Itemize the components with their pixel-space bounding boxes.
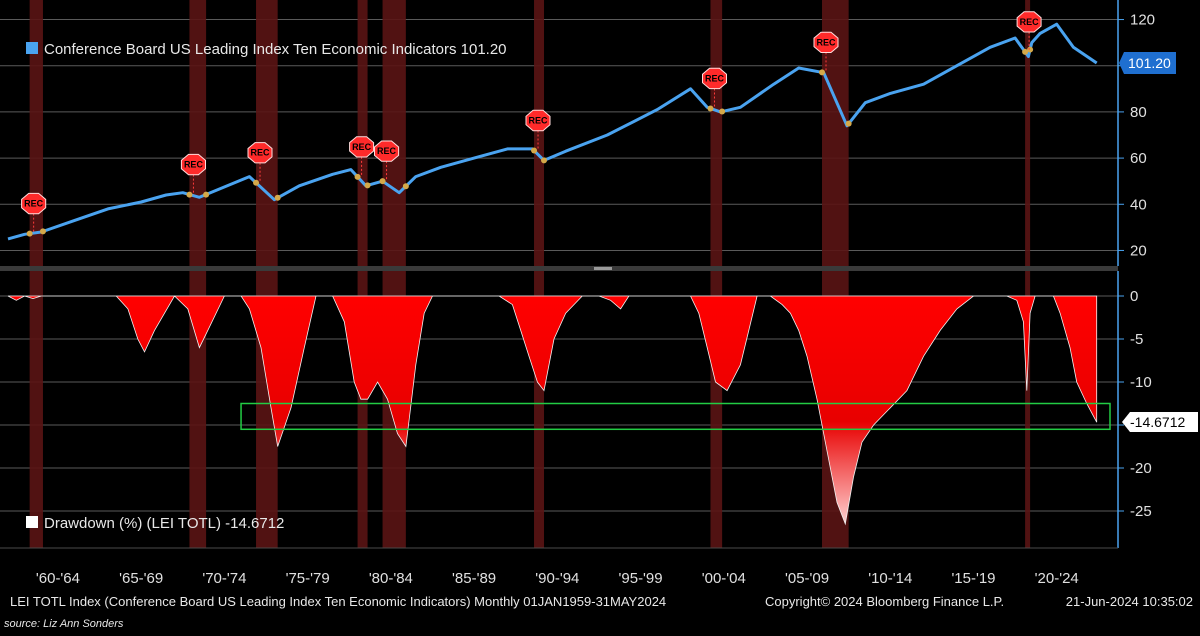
lei-point (1027, 46, 1034, 53)
lei-point (203, 191, 210, 198)
top-y-tick-label: 60 (1130, 150, 1147, 167)
recession-band (534, 0, 545, 266)
rec-marker (374, 140, 400, 162)
recession-band (29, 271, 43, 548)
highlight-box (240, 402, 1111, 431)
lei-last-value: 101.20 (1128, 55, 1171, 71)
recession-band (534, 271, 545, 548)
recession-band (256, 0, 278, 266)
rec-marker (180, 153, 206, 176)
lei-legend-label: Conference Board US Leading Index Ten Ec… (44, 41, 507, 58)
top-y-tick-label: 120 (1130, 12, 1155, 29)
x-tick-label: '00-'04 (702, 570, 746, 587)
x-axis-strip (0, 548, 1118, 590)
recession-band (710, 0, 723, 266)
lei-point (26, 230, 33, 237)
top-y-tick-label: 40 (1130, 196, 1147, 213)
x-tick-label: '60-'64 (36, 570, 80, 587)
bottom-y-tick-label: 0 (1130, 288, 1138, 305)
recession-band (29, 0, 43, 266)
lei-point (186, 191, 193, 198)
drawdown-last-value-badge: -14.6712 (1122, 412, 1198, 432)
rec-marker (247, 142, 273, 164)
drawdown-last-value: -14.6712 (1130, 414, 1185, 430)
x-tick-label: '05-'09 (785, 570, 829, 587)
rec-marker-label: REC (1020, 17, 1040, 27)
rec-marker (702, 67, 727, 90)
rec-marker-label: REC (529, 116, 549, 126)
x-axis-labels: '60-'64 '65-'69 '70-'74 '75-'79 '80-'84 '85-'… (36, 570, 1079, 587)
panel-resize-handle[interactable] (594, 267, 612, 270)
drawdown-legend-swatch (26, 516, 38, 528)
lei-point (364, 182, 371, 189)
recession-band (357, 271, 368, 548)
x-tick-label: '95-'99 (619, 570, 663, 587)
recession-band (189, 0, 207, 266)
bottom-y-tick-label: -25 (1130, 503, 1152, 520)
lei-point (39, 228, 46, 235)
recession-band (382, 0, 406, 266)
drawdown-badge-shape (1122, 412, 1198, 432)
x-tick-label: '70-'74 (202, 570, 246, 587)
rec-marker-label: REC (352, 142, 372, 152)
bottom-y-tick-label: -20 (1130, 460, 1152, 477)
x-tick-label: '15-'19 (951, 570, 995, 587)
lei-point (531, 147, 538, 154)
rec-marker (1016, 11, 1042, 33)
lei-point (402, 183, 409, 190)
lei-legend: Conference Board US Leading Index Ten Ec… (26, 41, 507, 58)
rec-marker-label: REC (251, 148, 271, 158)
top-y-tick-label: 20 (1130, 242, 1147, 259)
drawdown-area (7, 295, 1098, 526)
x-tick-label: '75-'79 (286, 570, 330, 587)
top-y-tick-label: 80 (1130, 104, 1147, 121)
rec-marker (21, 192, 47, 215)
rec-marker (813, 31, 839, 53)
x-tick-label: '10-'14 (868, 570, 912, 587)
lei-point (845, 120, 852, 127)
lei-point (541, 157, 548, 164)
lei-point (274, 194, 281, 201)
footer-timestamp: 21-Jun-2024 10:35:02 (1066, 594, 1193, 609)
rec-marker (349, 136, 375, 158)
recession-markers: REC REC REC REC REC REC REC REC REC (21, 11, 1042, 234)
footer-copyright: Copyright© 2024 Bloomberg Finance L.P. (765, 594, 1004, 609)
rec-marker-label: REC (705, 73, 725, 83)
lei-point (1022, 48, 1029, 55)
lei-last-value-badge: 101.20 (1119, 51, 1176, 74)
rec-marker-label: REC (24, 199, 44, 209)
source-credit: source: Liz Ann Sonders (4, 618, 124, 630)
rec-marker-label: REC (817, 37, 837, 47)
recession-band (357, 0, 368, 266)
recession-band (710, 271, 723, 548)
recession-band (1025, 0, 1031, 266)
lei-point (379, 178, 386, 185)
x-tick-label: '80-'84 (369, 570, 413, 587)
drawdown-legend: Drawdown (%) (LEI TOTL) -14.6712 (26, 515, 284, 532)
bottom-y-tick-label: -5 (1130, 331, 1143, 348)
footer-description: LEI TOTL Index (Conference Board US Lead… (10, 594, 666, 609)
lei-point (819, 69, 826, 76)
rec-marker (525, 109, 551, 132)
x-tick-label: '85-'89 (452, 570, 496, 587)
x-tick-label: '65-'69 (119, 570, 163, 587)
lei-badge-shape (1119, 51, 1176, 74)
lei-data-points (26, 46, 1034, 237)
panel-divider (0, 266, 1118, 271)
lei-legend-swatch (26, 42, 38, 54)
x-tick-label: '20-'24 (1035, 570, 1079, 587)
lei-point (707, 105, 714, 112)
drawdown-legend-label: Drawdown (%) (LEI TOTL) -14.6712 (44, 515, 284, 532)
recession-band (1025, 271, 1031, 548)
lei-point (253, 179, 260, 186)
rec-marker-label: REC (377, 146, 397, 156)
lei-point (719, 108, 726, 115)
rec-marker-label: REC (184, 160, 204, 170)
bottom-y-tick-label: -10 (1130, 374, 1152, 391)
x-tick-label: '90-'94 (535, 570, 579, 587)
lei-point (354, 173, 361, 180)
